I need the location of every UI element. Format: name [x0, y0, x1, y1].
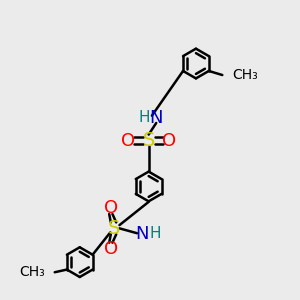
Text: H: H: [138, 110, 149, 125]
Text: S: S: [107, 219, 120, 238]
Text: O: O: [104, 199, 118, 217]
Text: O: O: [121, 131, 135, 149]
Text: N: N: [135, 225, 148, 243]
Text: S: S: [142, 131, 155, 150]
Text: N: N: [149, 109, 163, 127]
Text: O: O: [104, 240, 118, 258]
Text: H: H: [149, 226, 160, 241]
Text: CH₃: CH₃: [232, 68, 257, 82]
Text: O: O: [162, 131, 176, 149]
Text: CH₃: CH₃: [20, 265, 45, 279]
